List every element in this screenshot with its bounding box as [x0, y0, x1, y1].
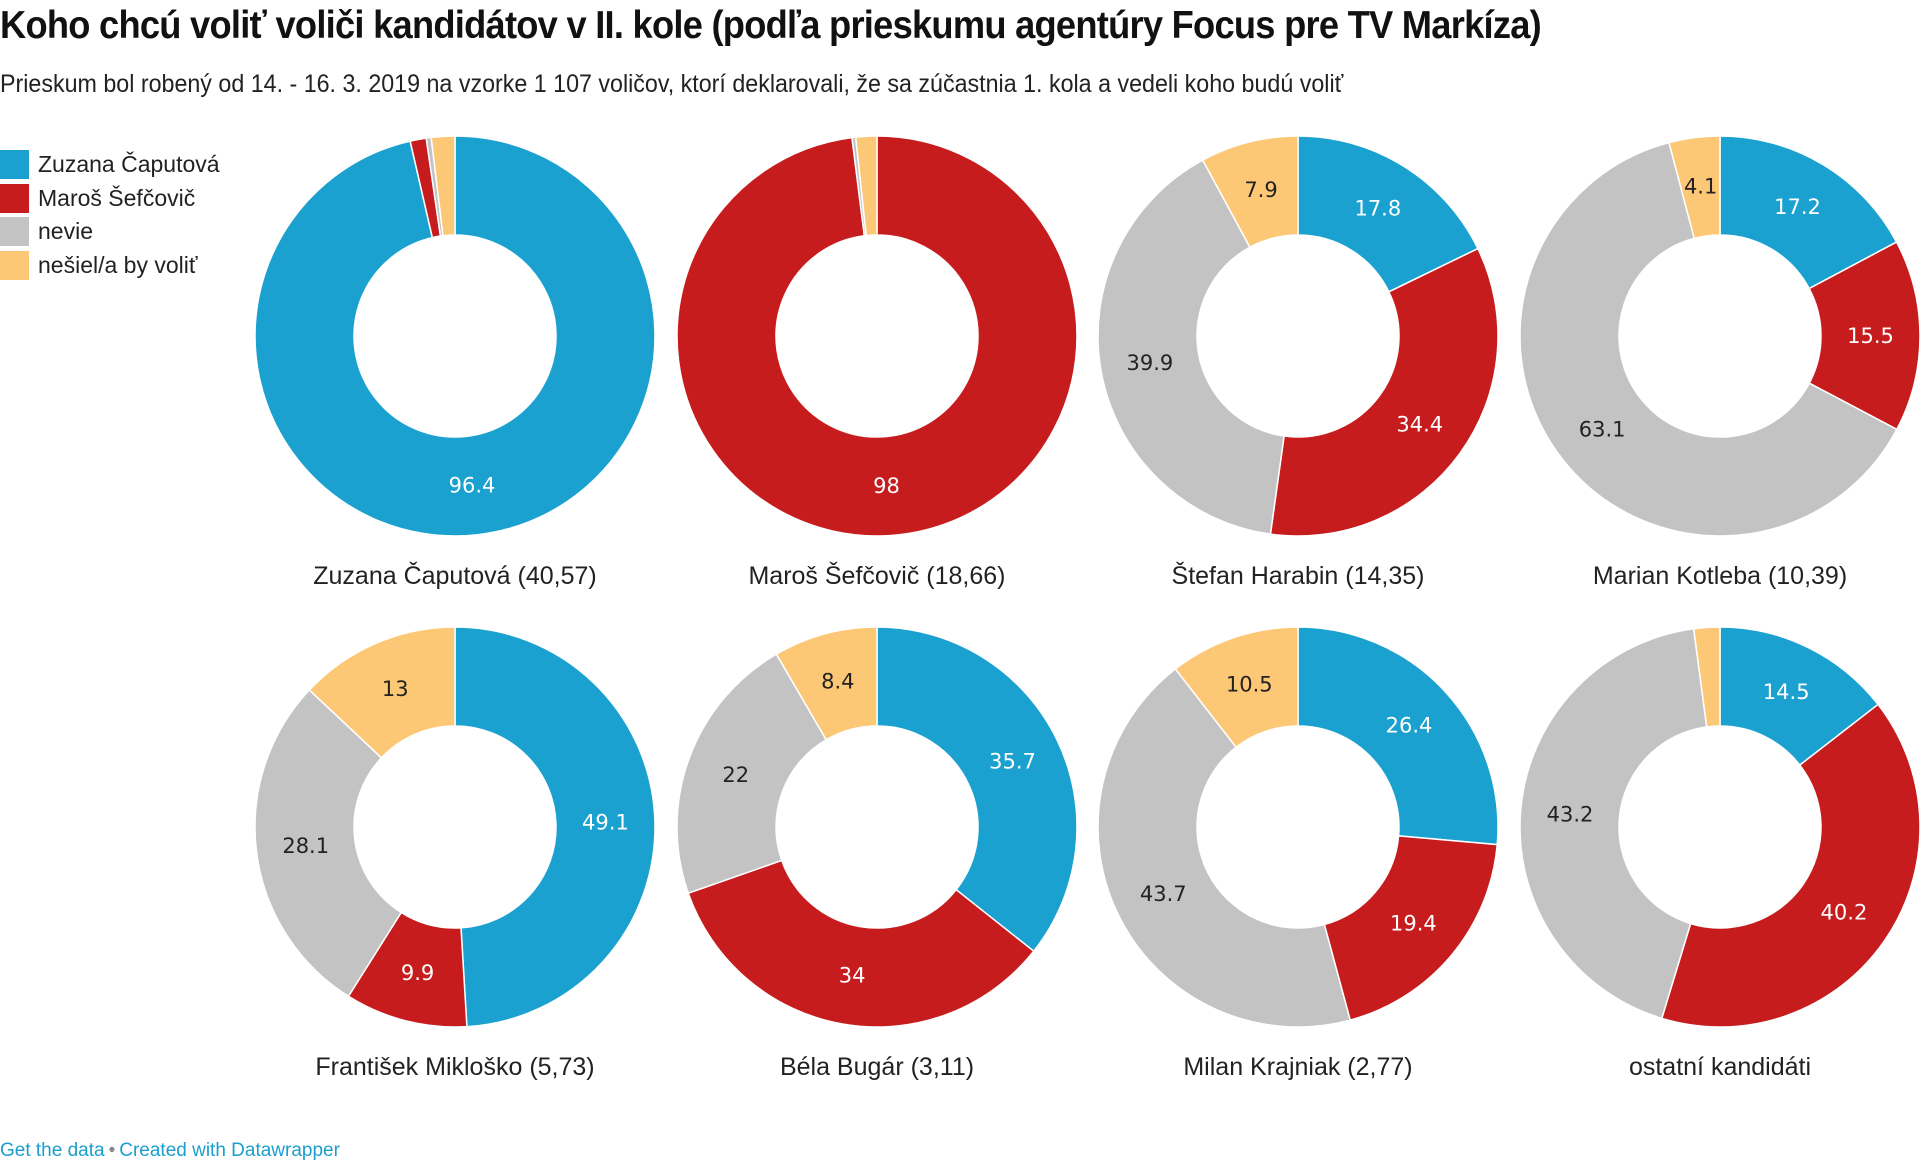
slice-value-label: 19.4: [1390, 912, 1437, 936]
donut-chart: 49.1 9.9 28.1 13 František Mikloško (5,73): [254, 626, 656, 1081]
donut-slice[interactable]: [854, 135, 878, 237]
donut-title: ostatní kandidáti: [1629, 1053, 1811, 1081]
donut-slice[interactable]: [1719, 135, 1898, 290]
slice-value-label: 9.9: [401, 961, 434, 985]
slice-value-label: 98: [873, 474, 900, 498]
donut-chart: 14.5 40.2 43.2 ostatní kandidáti: [1519, 626, 1920, 1081]
slice-value-label: 13: [382, 677, 409, 701]
slice-value-label: 40.2: [1821, 900, 1868, 924]
slice-value-label: 39.9: [1127, 351, 1174, 375]
donut-slice[interactable]: [687, 859, 1035, 1028]
donut-slice[interactable]: [1174, 626, 1299, 749]
slice-value-label: 43.7: [1140, 882, 1187, 906]
donut-chart: 17.8 34.4 39.9 7.9 Štefan Harabin (14,35): [1097, 135, 1499, 590]
legend-item-nesiel: nešiel/a by voliť: [0, 249, 220, 283]
slice-value-label: 17.2: [1774, 195, 1821, 219]
donut-chart: 96.4 Zuzana Čaputová (40,57): [254, 135, 656, 590]
slice-value-label: 34: [839, 963, 866, 987]
donut-slice[interactable]: [1297, 135, 1479, 293]
slice-value-label: 4.1: [1684, 175, 1717, 199]
donut-slice[interactable]: [1519, 141, 1898, 537]
donut-title: Milan Krajniak (2,77): [1183, 1053, 1412, 1081]
donut-slice[interactable]: [430, 135, 456, 237]
donut-slice[interactable]: [254, 688, 403, 998]
chart-title: Koho chcú voliť voliči kandidátov v II. …: [0, 4, 1542, 47]
donut-chart: 35.7 34 22 8.4 Béla Bugár (3,11): [676, 626, 1078, 1081]
slice-value-label: 15.5: [1847, 324, 1894, 348]
donut-slice[interactable]: [1719, 626, 1880, 767]
footer-separator: •: [108, 1140, 116, 1161]
slice-value-label: 43.2: [1547, 803, 1594, 827]
slice-value-label: 49.1: [582, 811, 629, 835]
legend-label: Zuzana Čaputová: [38, 151, 220, 178]
donut-title: Zuzana Čaputová (40,57): [313, 561, 597, 590]
legend-swatch: [0, 150, 29, 180]
slice-value-label: 22: [722, 763, 749, 787]
slice-value-label: 63.1: [1579, 418, 1626, 442]
legend-item-caputova: Zuzana Čaputová: [0, 148, 220, 182]
donut-slice[interactable]: [1297, 626, 1499, 846]
legend-swatch: [0, 183, 29, 213]
donut-slice[interactable]: [454, 626, 656, 1028]
donut-slice[interactable]: [1201, 135, 1299, 249]
slice-value-label: 34.4: [1396, 412, 1443, 436]
legend: Zuzana Čaputová Maroš Šefčovič nevie neš…: [0, 148, 220, 282]
donut-title: František Mikloško (5,73): [315, 1053, 594, 1081]
slice-value-label: 8.4: [821, 670, 854, 694]
slice-value-label: 28.1: [282, 834, 329, 858]
donut-title: Maroš Šefčovič (18,66): [748, 561, 1005, 590]
donut-slice[interactable]: [1097, 159, 1285, 535]
chart-subtitle: Prieskum bol robený od 14. - 16. 3. 2019…: [0, 70, 1344, 98]
slice-value-label: 26.4: [1386, 713, 1433, 737]
donut-chart: 98 Maroš Šefčovič (18,66): [676, 135, 1078, 590]
donut-slice[interactable]: [1097, 667, 1352, 1028]
donut-slice[interactable]: [1519, 627, 1708, 1020]
slice-value-label: 35.7: [989, 749, 1036, 773]
donut-slice[interactable]: [1808, 241, 1920, 431]
donut-title: Štefan Harabin (14,35): [1172, 561, 1425, 590]
slice-value-label: 10.5: [1226, 673, 1273, 697]
get-data-link[interactable]: Get the data: [0, 1140, 105, 1161]
donut-slice[interactable]: [1323, 835, 1499, 1022]
donut-slice[interactable]: [676, 653, 828, 895]
legend-label: Maroš Šefčovič: [38, 184, 196, 211]
legend-label: nešiel/a by voliť: [38, 251, 198, 278]
slice-value-label: 96.4: [449, 474, 496, 498]
donut-slice[interactable]: [1668, 135, 1721, 240]
legend-label: nevie: [38, 218, 93, 245]
legend-swatch: [0, 217, 29, 247]
datawrapper-link[interactable]: Created with Datawrapper: [119, 1140, 340, 1161]
donut-chart: 26.4 19.4 43.7 10.5 Milan Krajniak (2,77): [1097, 626, 1499, 1081]
donut-chart: 17.2 15.5 63.1 4.1 Marian Kotleba (10,39): [1519, 135, 1920, 590]
donut-title: Marian Kotleba (10,39): [1593, 562, 1847, 590]
donut-slice[interactable]: [1269, 247, 1499, 537]
donut-slice[interactable]: [1692, 626, 1721, 728]
donut-slice[interactable]: [308, 626, 456, 759]
legend-item-nevie: nevie: [0, 215, 220, 249]
slice-value-label: 17.8: [1354, 196, 1401, 220]
footer: Get the data • Created with Datawrapper: [0, 1140, 340, 1162]
donut-title: Béla Bugár (3,11): [780, 1053, 974, 1081]
legend-item-sefcovic: Maroš Šefčovič: [0, 182, 220, 216]
legend-swatch: [0, 250, 29, 280]
slice-value-label: 14.5: [1763, 680, 1810, 704]
donut-slice[interactable]: [876, 626, 1078, 953]
donut-slice[interactable]: [676, 135, 1078, 537]
donut-slice[interactable]: [775, 626, 878, 741]
slice-value-label: 7.9: [1244, 178, 1277, 202]
donut-slice[interactable]: [254, 135, 656, 537]
